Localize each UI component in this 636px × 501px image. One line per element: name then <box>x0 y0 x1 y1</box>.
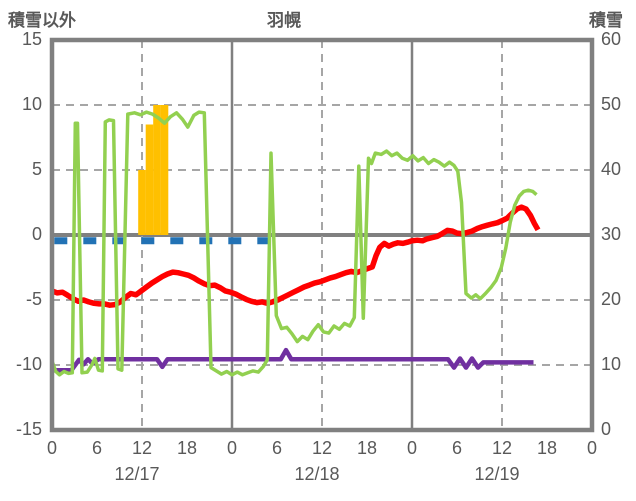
right-axis-tick: 30 <box>601 224 622 244</box>
hour-tick: 0 <box>586 438 597 458</box>
hour-tick: 6 <box>91 438 102 458</box>
snow-bar <box>153 105 161 235</box>
hour-tick: 0 <box>406 438 417 458</box>
date-label: 12/19 <box>474 464 520 484</box>
right-axis-title: 積雪 <box>589 11 623 30</box>
right-axis-tick: 10 <box>601 354 622 374</box>
plot-frame <box>49 37 595 433</box>
hour-tick: 12 <box>131 438 153 458</box>
hour-tick: 12 <box>491 438 513 458</box>
purple-line <box>52 347 534 373</box>
snow-bar <box>160 105 169 235</box>
right-axis-tick: 0 <box>601 419 612 439</box>
hour-tick: 0 <box>46 438 57 458</box>
left-axis-tick: 0 <box>31 224 42 244</box>
hour-tick: 6 <box>271 438 282 458</box>
left-axis-title: 積雪以外 <box>8 11 76 30</box>
hour-tick: 0 <box>226 438 237 458</box>
date-label: 12/17 <box>114 464 160 484</box>
hour-tick: 12 <box>311 438 333 458</box>
hour-tick: 6 <box>451 438 462 458</box>
left-axis-tick: -10 <box>15 354 42 374</box>
hour-tick: 18 <box>356 438 378 458</box>
left-axis-tick: -15 <box>15 419 42 439</box>
hour-tick: 18 <box>536 438 558 458</box>
left-axis-tick: 15 <box>21 29 42 49</box>
chart-title: 羽幌 <box>267 11 301 30</box>
left-axis-tick: 10 <box>21 94 42 114</box>
snow-bar <box>138 170 146 235</box>
green-line <box>50 110 538 377</box>
date-label: 12/18 <box>294 464 340 484</box>
right-axis-tick: 40 <box>601 159 622 179</box>
right-axis-tick: 60 <box>601 29 622 49</box>
snow-bar <box>145 124 154 235</box>
right-axis-tick: 50 <box>601 94 622 114</box>
left-axis-tick: 5 <box>31 159 42 179</box>
right-axis-tick: 20 <box>601 289 622 309</box>
hour-tick: 18 <box>176 438 198 458</box>
left-axis-tick: -5 <box>25 289 42 309</box>
